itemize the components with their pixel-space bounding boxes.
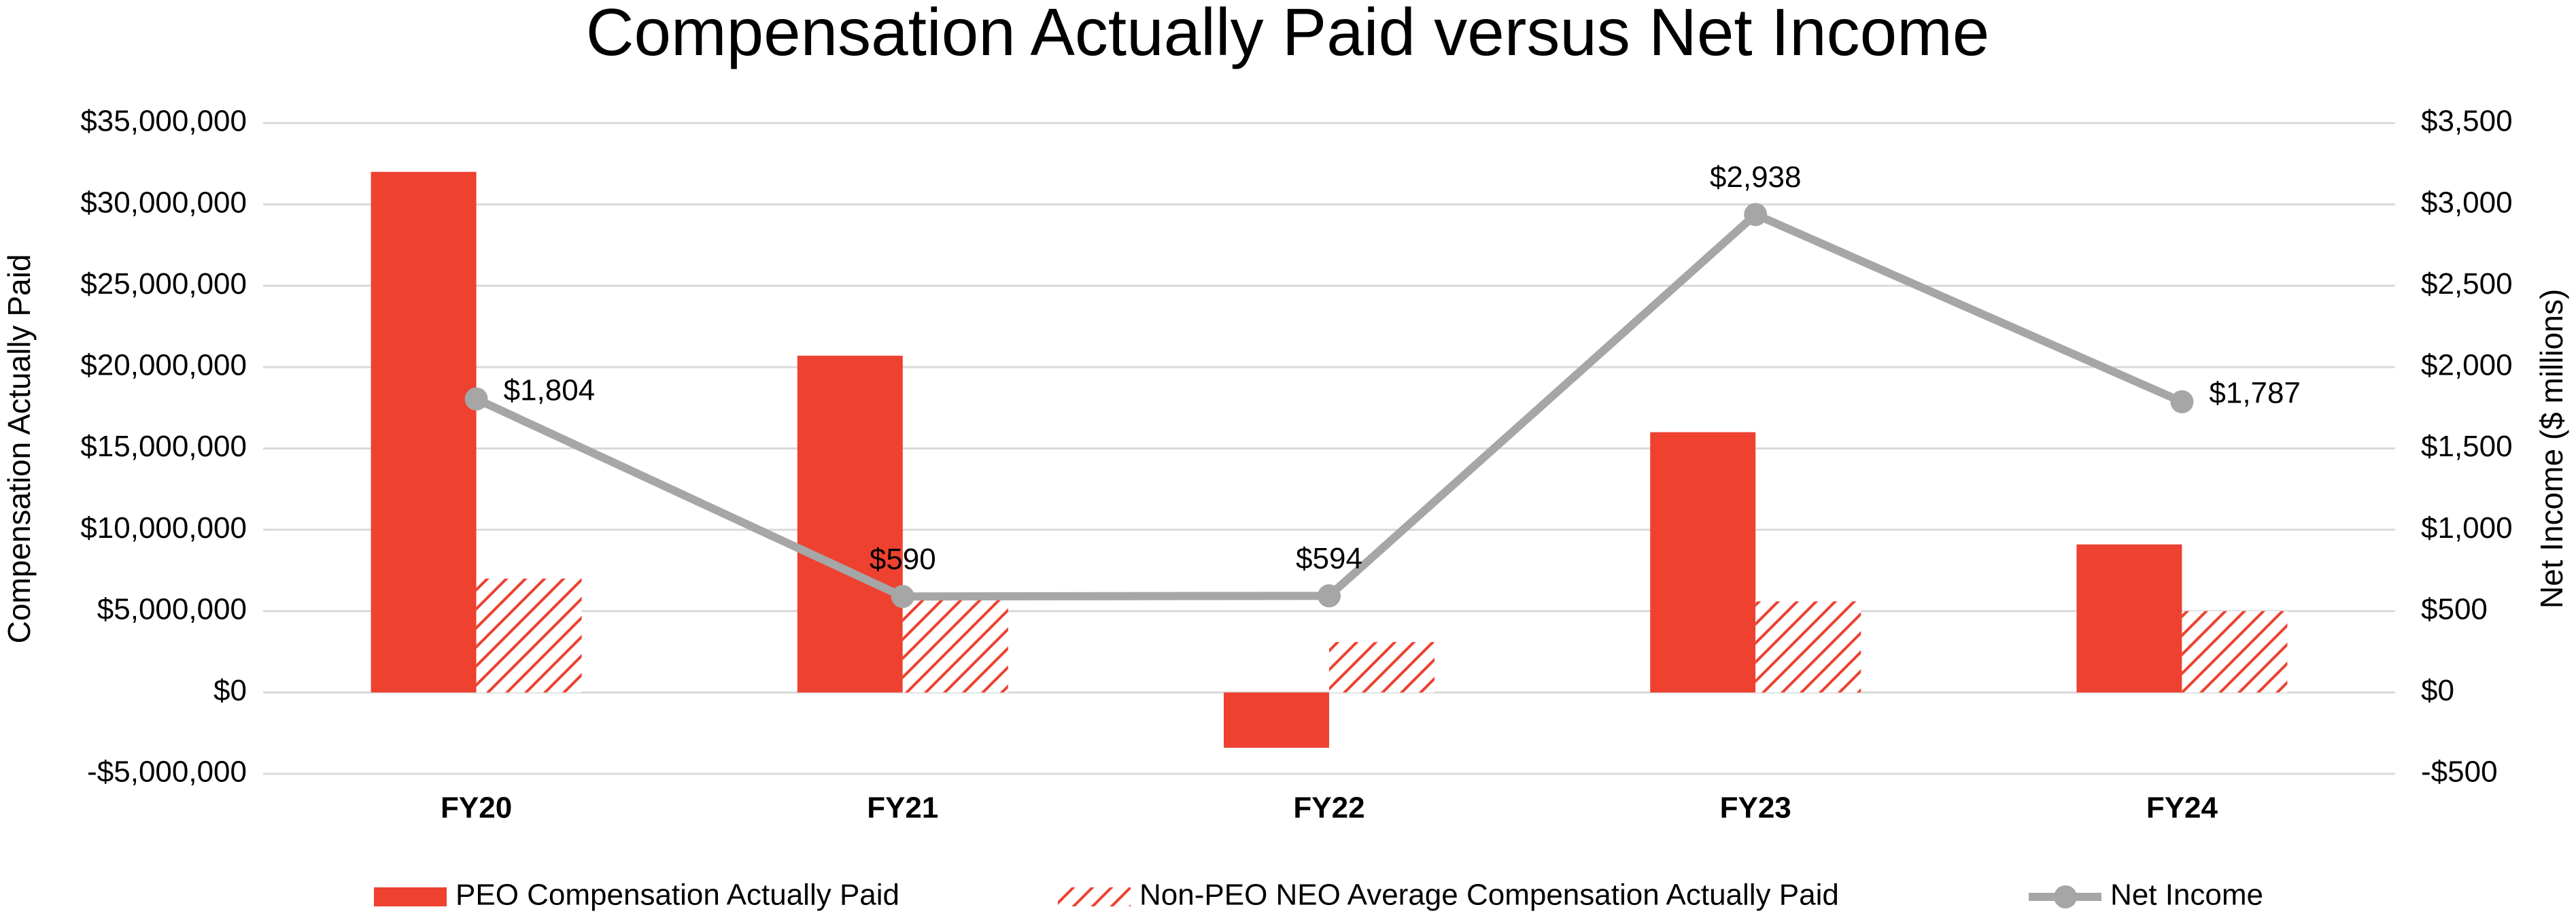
legend-label: Non-PEO NEO Average Compensation Actuall… xyxy=(1139,879,1839,912)
bar xyxy=(371,171,477,693)
bar xyxy=(1650,432,1756,693)
marker xyxy=(1318,584,1341,608)
y-tick-label: $25,000,000 xyxy=(80,267,247,301)
y2-tick-label: $2,000 xyxy=(2421,349,2513,382)
y-tick-label: $20,000,000 xyxy=(80,349,247,382)
line xyxy=(475,209,2184,601)
marker xyxy=(891,585,914,609)
y2-tick-label: $1,500 xyxy=(2421,430,2513,463)
bar xyxy=(476,578,582,693)
data-label: $1,804 xyxy=(504,373,596,407)
legend-label: Net Income xyxy=(2110,879,2263,912)
data-label: $2,938 xyxy=(1710,160,1802,194)
y2-tick-label: -$500 xyxy=(2421,755,2498,789)
marker xyxy=(2170,390,2194,413)
y-tick-label: $5,000,000 xyxy=(97,592,247,626)
y2-axis-label: Net Income ($ millions) xyxy=(2534,289,2569,609)
bar xyxy=(1755,601,1861,693)
y-tick-label: $10,000,000 xyxy=(80,511,247,545)
y-tick-label: -$5,000,000 xyxy=(87,755,247,789)
y-axis-label: Compensation Actually Paid xyxy=(1,254,37,644)
chart-title: Compensation Actually Paid versus Net In… xyxy=(586,0,1989,69)
x-tick-label: FY23 xyxy=(1720,791,1791,825)
y2-tick-label: $2,500 xyxy=(2421,267,2513,301)
marker xyxy=(464,387,488,411)
x-tick-label: FY24 xyxy=(2146,791,2218,825)
legend-label: PEO Compensation Actually Paid xyxy=(456,879,899,912)
bar xyxy=(1224,692,1329,748)
x-tick-label: FY22 xyxy=(1293,791,1364,825)
bar xyxy=(2182,611,2288,693)
legend-swatch xyxy=(1058,887,1131,906)
y-tick-label: $15,000,000 xyxy=(80,430,247,463)
legend-swatch xyxy=(374,887,447,906)
data-label: $1,787 xyxy=(2209,376,2301,409)
y2-tick-label: $3,500 xyxy=(2421,105,2513,138)
x-tick-label: FY21 xyxy=(867,791,938,825)
bar xyxy=(2076,544,2182,693)
legend-swatch xyxy=(2054,885,2077,908)
y2-tick-label: $1,000 xyxy=(2421,511,2513,545)
y2-tick-label: $500 xyxy=(2421,592,2488,626)
data-label: $590 xyxy=(870,543,936,576)
bar xyxy=(797,356,903,693)
y-tick-label: $0 xyxy=(213,674,247,707)
y-tick-label: $30,000,000 xyxy=(80,186,247,219)
data-label: $594 xyxy=(1296,542,1362,575)
marker xyxy=(1744,203,1768,226)
bar xyxy=(902,594,1008,693)
y2-tick-label: $3,000 xyxy=(2421,186,2513,219)
y2-tick-label: $0 xyxy=(2421,674,2454,707)
bar xyxy=(1329,642,1435,693)
y-tick-label: $35,000,000 xyxy=(80,105,247,138)
x-tick-label: FY20 xyxy=(441,791,512,825)
